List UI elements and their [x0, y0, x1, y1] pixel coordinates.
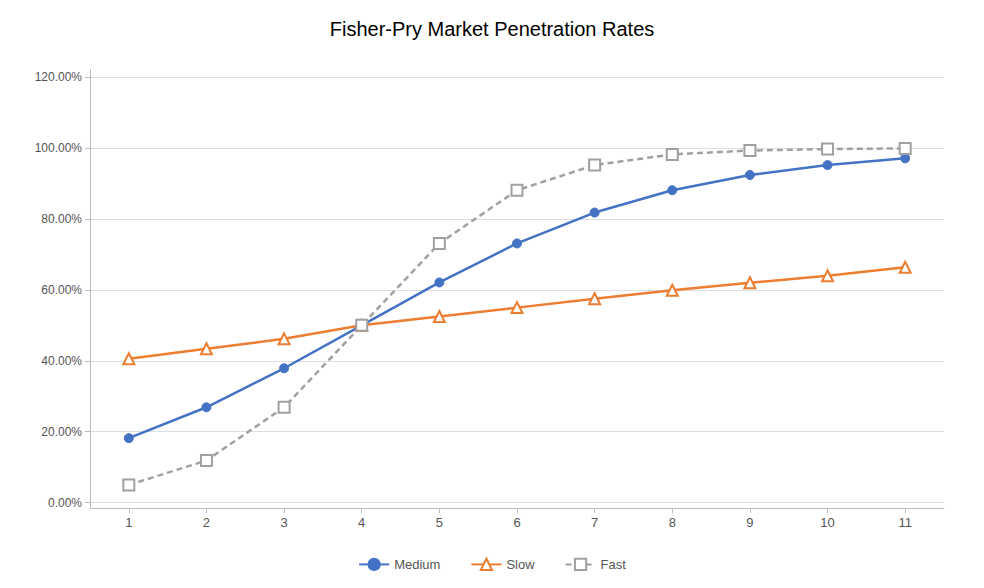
svg-text:2: 2 [203, 515, 210, 530]
svg-text:60.00%: 60.00% [41, 283, 82, 297]
svg-text:0.00%: 0.00% [48, 496, 82, 510]
svg-text:7: 7 [591, 515, 598, 530]
svg-text:20.00%: 20.00% [41, 425, 82, 439]
svg-text:3: 3 [280, 515, 287, 530]
svg-text:Medium: Medium [394, 557, 440, 572]
svg-text:80.00%: 80.00% [41, 212, 82, 226]
svg-text:6: 6 [513, 515, 520, 530]
svg-text:1: 1 [125, 515, 132, 530]
svg-text:100.00%: 100.00% [35, 141, 83, 155]
svg-text:Fisher-Pry Market Penetration: Fisher-Pry Market Penetration Rates [330, 18, 655, 40]
svg-text:4: 4 [358, 515, 365, 530]
svg-text:5: 5 [436, 515, 443, 530]
svg-text:Fast: Fast [601, 557, 627, 572]
svg-text:10: 10 [820, 515, 834, 530]
svg-text:9: 9 [746, 515, 753, 530]
svg-text:120.00%: 120.00% [35, 70, 83, 84]
svg-text:40.00%: 40.00% [41, 354, 82, 368]
svg-text:Slow: Slow [506, 557, 535, 572]
svg-text:8: 8 [669, 515, 676, 530]
svg-text:11: 11 [898, 515, 912, 530]
